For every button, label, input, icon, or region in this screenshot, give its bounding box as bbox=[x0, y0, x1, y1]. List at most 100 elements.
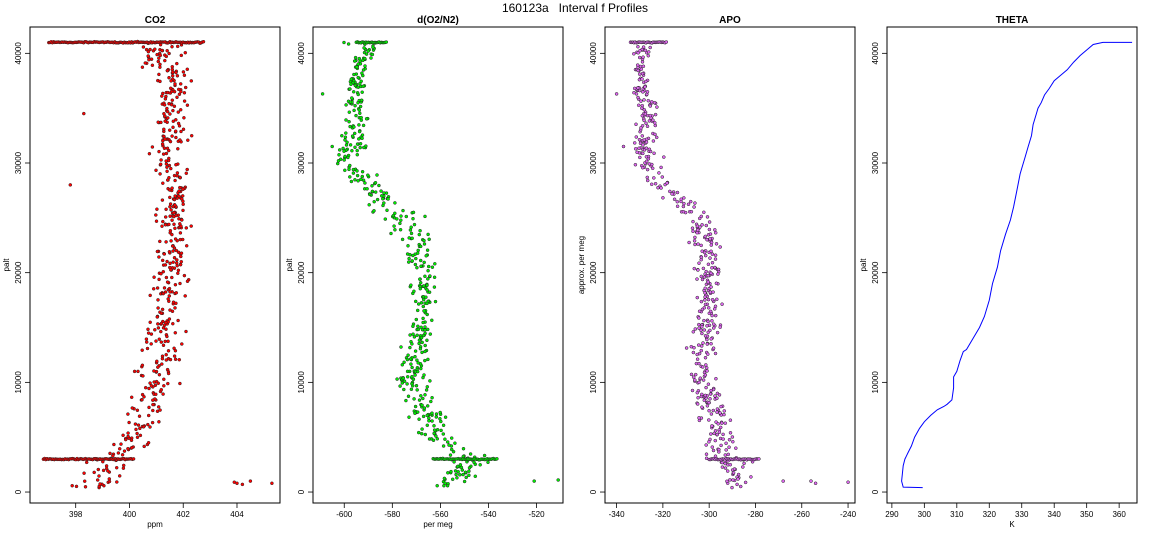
data-point bbox=[717, 430, 722, 434]
data-point bbox=[164, 358, 169, 362]
data-point bbox=[412, 397, 416, 401]
data-point bbox=[438, 410, 442, 415]
data-point bbox=[419, 301, 424, 305]
data-point bbox=[350, 134, 355, 138]
data-point bbox=[435, 437, 440, 441]
data-point bbox=[151, 402, 155, 407]
data-point bbox=[400, 237, 405, 242]
data-point bbox=[640, 134, 645, 138]
data-point bbox=[111, 454, 115, 458]
data-point bbox=[96, 467, 101, 472]
data-point bbox=[695, 230, 699, 235]
data-point bbox=[695, 224, 700, 228]
data-point bbox=[637, 137, 642, 142]
data-point bbox=[347, 110, 352, 114]
data-point bbox=[150, 420, 155, 425]
data-point bbox=[165, 280, 170, 284]
data-point bbox=[114, 465, 119, 470]
data-point bbox=[153, 383, 158, 388]
data-point bbox=[410, 259, 414, 263]
data-point bbox=[182, 116, 186, 120]
x-tick-label: 300 bbox=[918, 510, 932, 519]
data-point bbox=[163, 263, 168, 267]
data-point bbox=[165, 68, 170, 73]
data-point bbox=[156, 365, 160, 369]
data-point bbox=[691, 350, 696, 355]
data-point bbox=[416, 361, 420, 365]
data-point bbox=[108, 451, 112, 456]
data-point bbox=[185, 279, 190, 284]
data-point bbox=[164, 240, 168, 244]
data-point bbox=[360, 169, 365, 174]
data-point bbox=[645, 90, 650, 94]
data-point bbox=[130, 406, 135, 410]
data-point bbox=[177, 194, 181, 199]
data-point bbox=[180, 342, 184, 346]
data-point bbox=[140, 392, 145, 397]
data-point bbox=[160, 224, 164, 228]
data-point bbox=[183, 294, 187, 298]
data-point bbox=[136, 423, 141, 427]
data-point bbox=[644, 155, 649, 159]
data-point bbox=[693, 201, 697, 205]
data-point bbox=[423, 214, 427, 219]
data-point bbox=[668, 189, 672, 194]
data-point bbox=[461, 446, 466, 451]
data-point bbox=[697, 261, 701, 265]
data-point bbox=[356, 179, 360, 183]
data-point bbox=[711, 322, 716, 326]
data-point bbox=[135, 408, 140, 413]
data-point bbox=[695, 402, 700, 406]
data-points bbox=[320, 40, 560, 488]
data-point bbox=[709, 432, 713, 436]
data-point bbox=[638, 64, 643, 69]
data-point bbox=[425, 413, 429, 418]
data-point bbox=[713, 231, 718, 235]
data-point bbox=[342, 149, 346, 153]
data-point bbox=[413, 299, 418, 304]
y-tick-label: 10000 bbox=[589, 371, 598, 394]
data-point bbox=[117, 474, 122, 478]
y-axis-label: palt bbox=[2, 258, 11, 272]
data-point bbox=[449, 436, 454, 440]
data-point bbox=[639, 99, 643, 103]
data-point bbox=[164, 320, 168, 325]
data-point bbox=[698, 376, 703, 380]
data-point bbox=[694, 361, 699, 366]
data-point bbox=[373, 180, 378, 185]
data-point bbox=[68, 183, 73, 187]
data-point bbox=[355, 173, 360, 178]
data-point bbox=[636, 44, 640, 49]
data-point bbox=[171, 321, 175, 326]
data-point bbox=[353, 103, 357, 108]
data-point bbox=[156, 298, 160, 302]
data-point bbox=[176, 271, 180, 276]
data-point bbox=[161, 219, 165, 224]
data-point bbox=[695, 390, 700, 395]
data-point bbox=[176, 318, 180, 323]
data-point bbox=[355, 142, 360, 146]
data-point bbox=[169, 239, 173, 243]
data-point bbox=[178, 237, 183, 242]
data-point bbox=[158, 53, 163, 58]
data-point bbox=[342, 158, 346, 162]
data-point bbox=[653, 121, 657, 125]
data-point bbox=[438, 416, 442, 421]
data-point bbox=[713, 313, 718, 318]
data-point bbox=[151, 408, 155, 413]
data-point bbox=[425, 283, 429, 288]
data-point bbox=[136, 369, 140, 374]
data-point bbox=[423, 358, 427, 363]
data-point bbox=[455, 464, 460, 469]
data-point bbox=[175, 74, 180, 78]
data-point bbox=[135, 435, 140, 440]
panel-title: APO bbox=[719, 15, 741, 26]
data-point bbox=[178, 231, 183, 235]
data-point bbox=[435, 483, 439, 488]
data-point bbox=[427, 419, 431, 423]
panel-title: THETA bbox=[996, 15, 1029, 26]
data-point bbox=[121, 466, 126, 470]
data-point bbox=[349, 77, 354, 81]
data-point bbox=[425, 327, 430, 332]
data-point bbox=[701, 378, 706, 382]
